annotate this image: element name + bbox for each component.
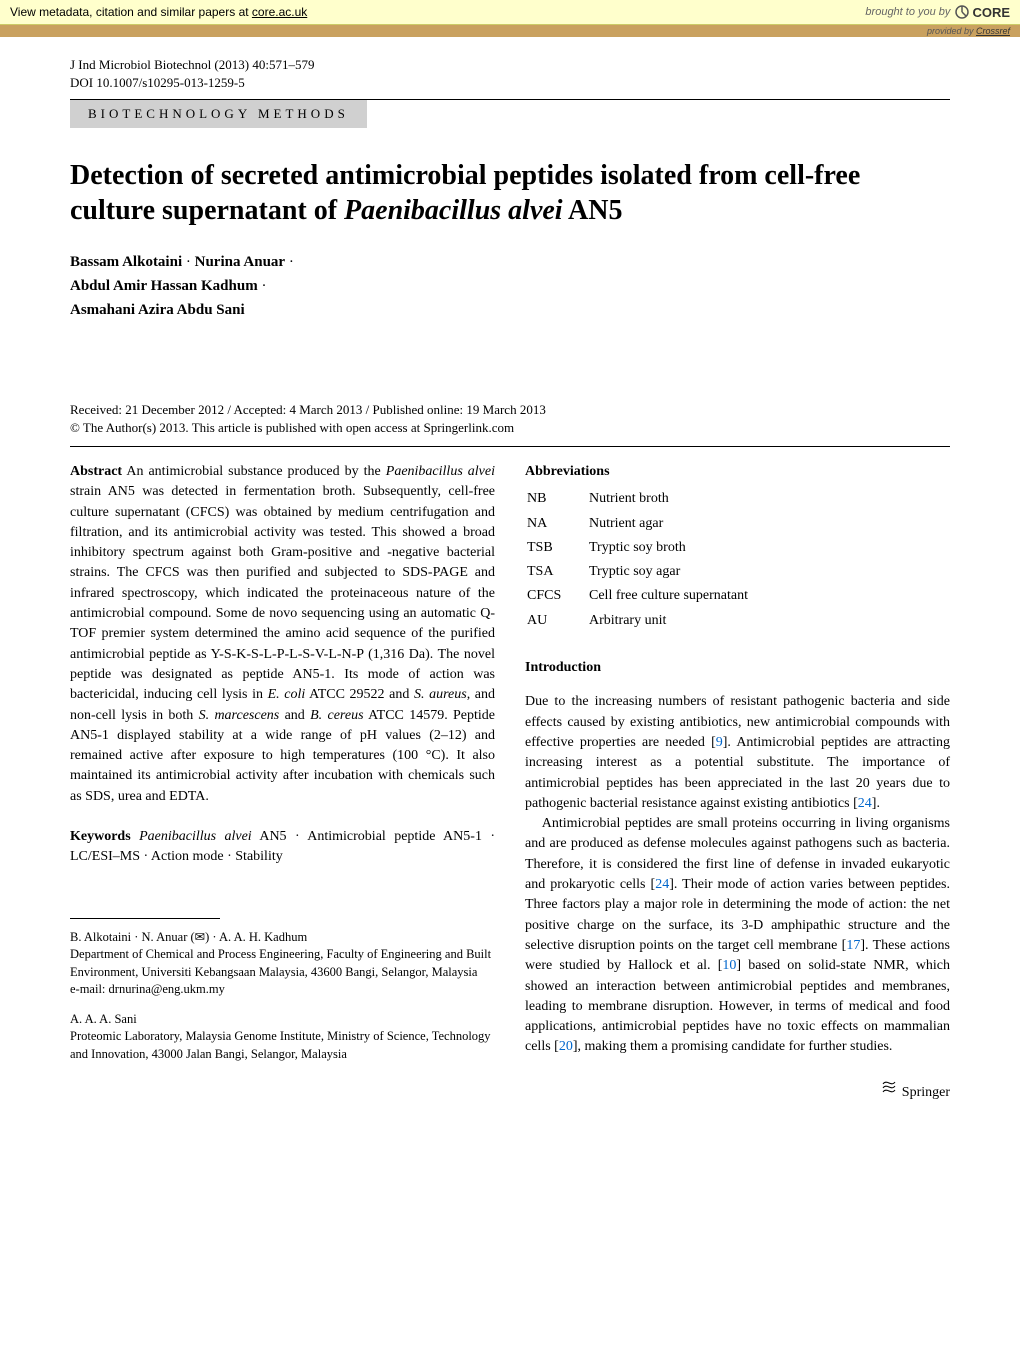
abstract-t1: strain AN5 was detected in fermentation …	[70, 484, 495, 702]
abstract-label: Abstract	[70, 464, 122, 479]
author-sep: ·	[182, 254, 195, 270]
title-species: Paenibacillus alvei	[344, 195, 563, 226]
reference-link[interactable]: 9	[716, 735, 723, 750]
abstract-species-1: Paenibacillus alvei	[386, 464, 495, 479]
article-title: Detection of secreted antimicrobial pept…	[70, 158, 950, 228]
abbrev-val: Arbitrary unit	[589, 610, 948, 632]
author-sep: ·	[285, 254, 294, 270]
introduction-heading: Introduction	[525, 658, 950, 678]
article-dates: Received: 21 December 2012 / Accepted: 4…	[70, 402, 950, 418]
author-3: Abdul Amir Hassan Kadhum	[70, 278, 258, 294]
affiliation-1: B. Alkotaini · N. Anuar (✉) · A. A. H. K…	[70, 929, 495, 999]
keywords-label: Keywords	[70, 829, 131, 844]
affil1-email: e-mail: drnurina@eng.ukm.my	[70, 981, 495, 999]
copyright-line: © The Author(s) 2013. This article is pu…	[70, 420, 950, 436]
crossref-link[interactable]: Crossref	[976, 26, 1010, 36]
core-banner-left: View metadata, citation and similar pape…	[10, 5, 307, 19]
abbrev-row: TSATryptic soy agar	[527, 561, 948, 583]
article-category: BIOTECHNOLOGY METHODS	[70, 100, 367, 128]
abbrev-key: AU	[527, 610, 587, 632]
abbrev-val: Nutrient agar	[589, 513, 948, 535]
abbrev-key: TSA	[527, 561, 587, 583]
abbrev-key: NA	[527, 513, 587, 535]
abbrev-row: TSBTryptic soy broth	[527, 537, 948, 559]
abbrev-key: CFCS	[527, 585, 587, 607]
abstract-rule	[70, 446, 950, 447]
abbrev-val: Tryptic soy broth	[589, 537, 948, 559]
abstract-species-4: S. marcescens	[199, 708, 280, 723]
reference-link[interactable]: 24	[858, 796, 872, 811]
abstract-species-5: B. cereus	[310, 708, 363, 723]
publisher-logo: Springer	[525, 1078, 950, 1103]
keywords-species: Paenibacillus alvei	[139, 829, 252, 844]
affil2-names: A. A. A. Sani	[70, 1011, 495, 1029]
abbrev-val: Cell free culture supernatant	[589, 585, 948, 607]
doi-line: DOI 10.1007/s10295-013-1259-5	[70, 75, 950, 91]
crossref-prefix: provided by	[927, 26, 976, 36]
abstract-t4: and	[279, 708, 310, 723]
intro-paragraph-2: Antimicrobial peptides are small protein…	[525, 814, 950, 1058]
abstract-pre: An antimicrobial substance produced by t…	[122, 464, 386, 479]
title-part2: AN5	[563, 195, 623, 226]
reference-link[interactable]: 20	[559, 1039, 573, 1054]
intro-paragraph-1: Due to the increasing numbers of resista…	[525, 692, 950, 814]
reference-link[interactable]: 24	[655, 877, 669, 892]
page-content: J Ind Microbiol Biotechnol (2013) 40:571…	[0, 37, 1020, 1133]
abbrev-row: NBNutrient broth	[527, 488, 948, 510]
core-circle-icon	[954, 4, 970, 20]
core-banner-text: View metadata, citation and similar pape…	[10, 5, 252, 19]
two-column-layout: Abstract An antimicrobial substance prod…	[70, 462, 950, 1103]
abstract-species-2: E. coli	[268, 687, 306, 702]
author-1: Bassam Alkotaini	[70, 254, 182, 270]
intro-p1c: ].	[872, 796, 880, 811]
abbrev-val: Nutrient broth	[589, 488, 948, 510]
authors-block: Bassam Alkotaini · Nurina Anuar · Abdul …	[70, 250, 950, 322]
abbrev-key: TSB	[527, 537, 587, 559]
keywords-paragraph: Keywords Paenibacillus alvei AN5 · Antim…	[70, 827, 495, 868]
affiliation-2: A. A. A. Sani Proteomic Laboratory, Mala…	[70, 1011, 495, 1064]
affiliation-rule	[70, 918, 220, 919]
core-brought-label: brought to you by	[865, 6, 950, 18]
abbreviations-heading: Abbreviations	[525, 462, 950, 482]
abbrev-key: NB	[527, 488, 587, 510]
core-banner-right: brought to you by CORE	[865, 4, 1010, 20]
reference-link[interactable]: 10	[722, 958, 736, 973]
right-column: Abbreviations NBNutrient broth NANutrien…	[525, 462, 950, 1103]
affil1-dept: Department of Chemical and Process Engin…	[70, 946, 495, 981]
abbrev-row: NANutrient agar	[527, 513, 948, 535]
abbreviations-table: NBNutrient broth NANutrient agar TSBTryp…	[525, 486, 950, 634]
publisher-name: Springer	[902, 1085, 950, 1100]
core-banner: View metadata, citation and similar pape…	[0, 0, 1020, 25]
abstract-paragraph: Abstract An antimicrobial substance prod…	[70, 462, 495, 807]
reference-link[interactable]: 17	[846, 938, 860, 953]
affil1-names: B. Alkotaini · N. Anuar (✉) · A. A. H. K…	[70, 929, 495, 947]
intro-p2e: ], making them a promising candidate for…	[573, 1039, 893, 1054]
left-column: Abstract An antimicrobial substance prod…	[70, 462, 495, 1103]
affil2-dept: Proteomic Laboratory, Malaysia Genome In…	[70, 1028, 495, 1063]
core-link[interactable]: core.ac.uk	[252, 5, 307, 19]
author-2: Nurina Anuar	[195, 254, 285, 270]
abstract-t2: ATCC 29522 and	[305, 687, 414, 702]
abbrev-row: AUArbitrary unit	[527, 610, 948, 632]
abbrev-val: Tryptic soy agar	[589, 561, 948, 583]
journal-citation: J Ind Microbiol Biotechnol (2013) 40:571…	[70, 57, 950, 73]
abstract-species-3: S. aureus	[414, 687, 467, 702]
author-4: Asmahani Azira Abdu Sani	[70, 302, 245, 318]
core-brand-text: CORE	[972, 5, 1010, 20]
author-sep: ·	[258, 278, 267, 294]
springer-icon	[880, 1083, 902, 1100]
keywords-pre	[131, 829, 139, 844]
core-logo[interactable]: CORE	[954, 4, 1010, 20]
crossref-bar: provided by Crossref	[0, 25, 1020, 37]
abbrev-row: CFCSCell free culture supernatant	[527, 585, 948, 607]
